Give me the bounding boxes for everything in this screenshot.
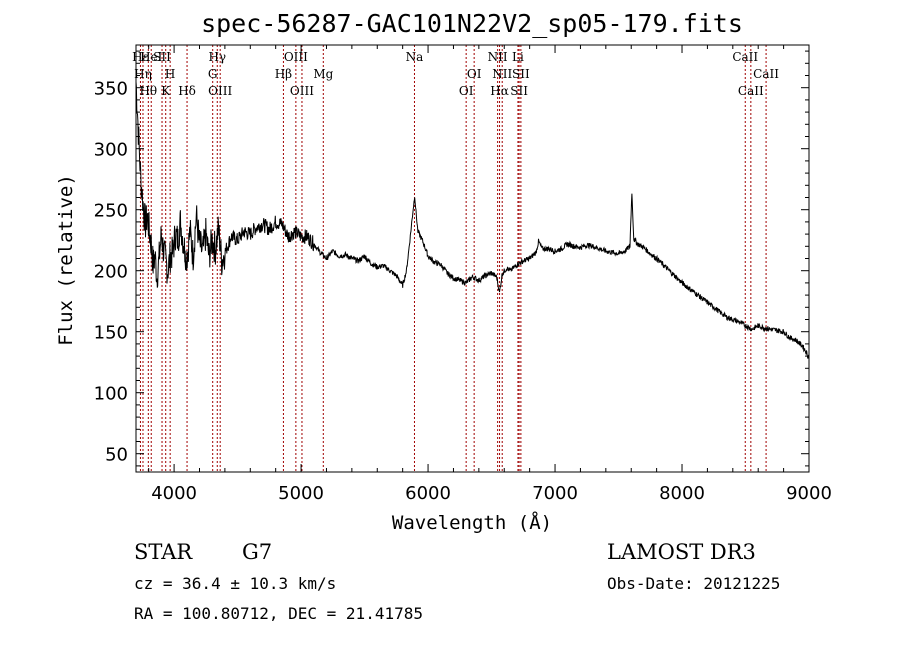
x-tick-label: 7000 xyxy=(532,483,578,504)
plot-frame xyxy=(135,44,810,473)
spectral-line-label: HeI xyxy=(140,50,163,64)
spectral-line-label: NII xyxy=(492,67,512,81)
spectral-line-label: Hθ xyxy=(139,84,157,98)
x-tick-label: 9000 xyxy=(786,483,832,504)
spectral-line-label: Na xyxy=(406,50,424,64)
y-axis-ticks: 50 100 150 200 250 300 350 xyxy=(94,50,809,467)
object-subclass: G7 xyxy=(242,540,272,564)
coordinates: RA = 100.80712, DEC = 21.41785 xyxy=(134,604,423,623)
x-tick-label: 5000 xyxy=(278,483,324,504)
x-axis-label: Wavelength (Å) xyxy=(392,511,552,534)
spectral-line-label: OI xyxy=(467,67,482,81)
spectral-line-label: CaII xyxy=(738,84,764,98)
y-axis-label: Flux (relative) xyxy=(55,174,77,346)
spectral-line-label: SII xyxy=(512,67,530,81)
spectral-line-label: Hη xyxy=(134,67,152,81)
spectral-line-label: CaII xyxy=(732,50,758,64)
spectral-line-label: Hα xyxy=(490,84,509,98)
y-tick-label: 50 xyxy=(105,445,128,466)
spectral-line-label: SII xyxy=(153,50,171,64)
spectrum-trace-group xyxy=(135,81,810,359)
x-tick-label: 6000 xyxy=(405,483,451,504)
spectral-line-label: K xyxy=(161,84,171,98)
observation-date: Obs-Date: 20121225 xyxy=(607,574,780,593)
spectral-line-label: Li xyxy=(512,50,524,64)
y-tick-label: 100 xyxy=(94,384,128,405)
spectral-line-label: OIII xyxy=(208,84,232,98)
x-tick-label: 8000 xyxy=(659,483,705,504)
spectral-line-label: Hγ xyxy=(208,50,226,64)
spectral-line-label: H xyxy=(165,67,175,81)
y-tick-label: 200 xyxy=(94,262,128,283)
spectral-line-label: OI xyxy=(459,84,474,98)
x-axis-ticks: 4000 5000 6000 7000 8000 9000 xyxy=(148,45,832,504)
spectral-line-label: Mg xyxy=(313,67,333,81)
survey-name: LAMOST DR3 xyxy=(607,540,756,564)
redshift-cz: cz = 36.4 ± 10.3 km/s xyxy=(134,574,336,593)
y-tick-label: 300 xyxy=(94,140,128,161)
spectral-line-label: CaII xyxy=(753,67,779,81)
spectral-line-label: Hδ xyxy=(178,84,196,98)
spectral-line-label: OIII xyxy=(284,50,308,64)
spectral-line-label: NII xyxy=(488,50,508,64)
spectrum-trace xyxy=(135,81,810,359)
spectral-line-label: OIII xyxy=(290,84,314,98)
y-tick-label: 150 xyxy=(94,323,128,344)
chart-title: spec-56287-GAC101N22V2_sp05-179.fits xyxy=(201,9,743,38)
y-tick-label: 250 xyxy=(94,201,128,222)
spectral-line-label: Hβ xyxy=(275,67,292,81)
object-class: STAR xyxy=(134,540,193,564)
y-tick-label: 350 xyxy=(94,79,128,100)
x-tick-label: 4000 xyxy=(151,483,197,504)
spectral-line-markers xyxy=(139,45,767,472)
spectral-line-label: G xyxy=(208,67,218,81)
spectral-line-label: SII xyxy=(510,84,528,98)
